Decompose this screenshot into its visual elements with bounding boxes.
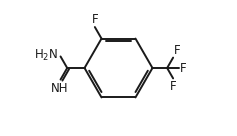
Text: NH: NH <box>50 82 68 95</box>
Text: F: F <box>180 61 187 75</box>
Text: F: F <box>92 13 99 26</box>
Text: F: F <box>170 80 177 93</box>
Text: F: F <box>174 44 180 57</box>
Text: H$_2$N: H$_2$N <box>34 48 59 63</box>
